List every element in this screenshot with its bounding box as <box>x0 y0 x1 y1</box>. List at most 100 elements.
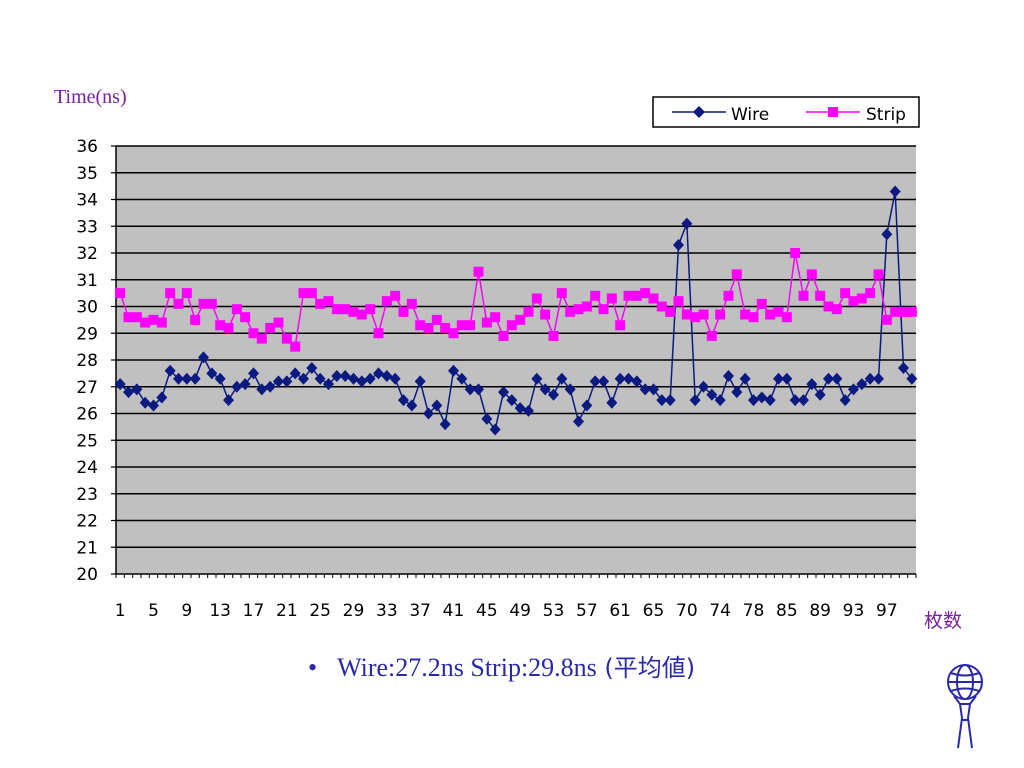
data-point <box>715 309 726 320</box>
legend: Wire Strip <box>652 96 920 128</box>
data-point <box>131 383 143 396</box>
data-point <box>681 217 693 230</box>
data-point <box>190 314 201 325</box>
data-point <box>889 185 901 198</box>
data-point <box>481 412 493 425</box>
data-point <box>381 296 392 307</box>
data-point <box>414 375 426 388</box>
summary-mean-label: (平均値) <box>596 654 696 682</box>
data-point <box>440 322 451 333</box>
data-point <box>523 306 534 317</box>
data-point <box>514 402 526 415</box>
data-point <box>206 367 218 380</box>
data-point <box>331 370 343 383</box>
data-point <box>848 383 859 396</box>
data-point <box>806 269 817 280</box>
data-point <box>340 304 351 315</box>
data-point <box>464 383 476 396</box>
data-point <box>256 333 267 344</box>
x-tick-label: 49 <box>509 601 531 621</box>
y-tick-label: 35 <box>76 164 98 184</box>
data-point <box>215 320 226 331</box>
data-point <box>273 375 284 388</box>
y-tick-label: 34 <box>76 191 98 211</box>
y-tick-label: 22 <box>76 512 98 532</box>
data-point <box>398 306 409 317</box>
data-point <box>398 394 409 407</box>
data-point <box>648 383 659 396</box>
data-point <box>198 298 209 309</box>
y-axis-unit: Time(ns) <box>54 86 127 108</box>
x-tick-label: 1 <box>115 601 126 621</box>
data-point <box>181 372 193 385</box>
data-point <box>339 370 351 383</box>
data-point <box>798 394 809 407</box>
data-point <box>681 309 692 320</box>
data-point <box>406 399 418 412</box>
data-point <box>139 396 151 409</box>
data-point <box>115 288 126 299</box>
data-point <box>181 288 192 299</box>
y-tick-label: 33 <box>76 217 98 237</box>
data-point <box>790 248 801 258</box>
data-point <box>323 296 334 307</box>
data-point <box>623 290 634 301</box>
legend-wire-marker <box>693 106 705 118</box>
data-point <box>639 383 651 396</box>
data-point <box>490 312 501 323</box>
data-point <box>389 372 401 385</box>
y-tick-label: 36 <box>76 137 98 157</box>
y-tick-label: 21 <box>76 538 98 558</box>
data-point <box>373 367 384 380</box>
data-point <box>489 423 501 436</box>
y-tick-label: 32 <box>76 244 98 264</box>
data-point <box>448 328 459 339</box>
series-lines <box>114 185 918 436</box>
data-point <box>556 372 568 385</box>
data-point <box>465 320 476 331</box>
data-point <box>906 306 917 317</box>
data-point <box>756 391 768 404</box>
data-point <box>689 394 701 407</box>
data-point <box>123 312 134 323</box>
summary-line: • Wire:27.2ns Strip:29.8ns (平均値) <box>308 648 695 683</box>
data-point <box>723 370 734 383</box>
data-point <box>473 383 484 396</box>
data-point <box>539 383 551 396</box>
data-point <box>348 372 359 385</box>
data-point <box>231 304 242 315</box>
data-point <box>856 293 867 304</box>
data-point <box>615 320 626 331</box>
data-point <box>589 375 601 388</box>
data-point <box>731 386 743 399</box>
data-point <box>156 317 167 328</box>
data-point <box>598 375 609 388</box>
x-tick-labels: 1 5 9 13 17 21 25 29 33 37 41 45 49 53 57 61 65 70 74 78 85 8… <box>115 601 898 621</box>
data-point <box>356 309 367 320</box>
legend-wire-label: Wire <box>731 105 769 125</box>
x-tick-label: 21 <box>276 601 298 621</box>
x-tick-label: 97 <box>876 601 898 621</box>
data-point <box>140 317 151 328</box>
data-point <box>239 378 251 391</box>
data-point <box>256 383 268 396</box>
data-point <box>314 372 326 385</box>
x-tick-label: 93 <box>843 601 865 621</box>
data-point <box>289 367 301 380</box>
data-point <box>506 394 518 407</box>
data-point <box>323 378 334 391</box>
data-point <box>365 304 376 315</box>
data-point <box>173 298 184 309</box>
data-point <box>648 293 659 304</box>
data-point <box>773 306 784 317</box>
data-point <box>623 372 634 385</box>
y-tick-label: 26 <box>76 405 98 425</box>
data-point <box>748 312 759 323</box>
data-point <box>415 320 426 331</box>
data-point <box>281 333 292 344</box>
data-point <box>548 388 559 401</box>
data-point <box>673 296 684 307</box>
x-tick-label: 41 <box>443 601 465 621</box>
data-point <box>614 372 626 385</box>
data-point <box>781 312 792 323</box>
